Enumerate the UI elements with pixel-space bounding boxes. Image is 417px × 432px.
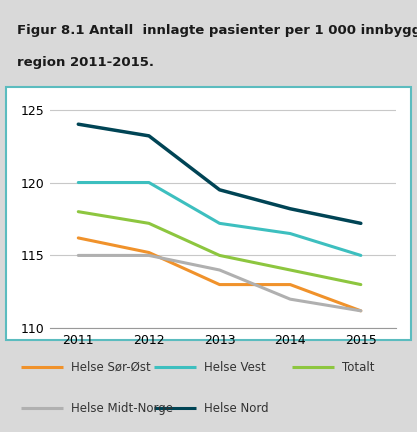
Text: region 2011-2015.: region 2011-2015. xyxy=(17,56,154,69)
Text: Helse Vest: Helse Vest xyxy=(204,361,266,374)
Text: Helse Midt-Norge: Helse Midt-Norge xyxy=(71,402,173,415)
Text: Helse Sør-Øst: Helse Sør-Øst xyxy=(71,361,151,374)
Text: Helse Nord: Helse Nord xyxy=(204,402,269,415)
Text: Figur 8.1 Antall  innlagte pasienter per 1 000 innbyggere etter: Figur 8.1 Antall innlagte pasienter per … xyxy=(17,24,417,37)
Text: Totalt: Totalt xyxy=(342,361,374,374)
